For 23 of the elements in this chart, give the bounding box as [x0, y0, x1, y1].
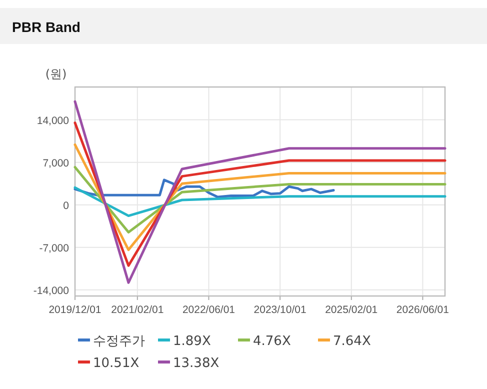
- x-tick-label: 2022/06/01: [182, 304, 236, 316]
- legend-label: 10.51X: [93, 356, 140, 371]
- x-tick-label: 2023/10/01: [254, 304, 306, 316]
- legend-label: 4.76X: [253, 334, 291, 349]
- line-series: [74, 143, 446, 252]
- legend-label: 1.89X: [173, 334, 211, 349]
- legend-label: 수정주가: [93, 334, 145, 349]
- line-series: [74, 100, 446, 284]
- y-tick-label: 7,000: [42, 157, 70, 170]
- x-tick-label: 2026/06/01: [396, 304, 450, 316]
- x-tick-label: 2019/12/01: [48, 304, 102, 316]
- y-tick-label: -7,000: [39, 242, 70, 254]
- line-series: [74, 186, 446, 218]
- legend-label: 7.64X: [333, 334, 371, 349]
- y-axis-title: (원): [45, 67, 67, 81]
- x-tick-label: 2025/02/01: [325, 304, 378, 316]
- line-series: [74, 166, 446, 234]
- legend-label: 13.38X: [173, 356, 220, 371]
- y-tick-label: 14,000: [36, 114, 70, 127]
- y-tick-label: -14,000: [33, 284, 70, 297]
- y-tick-label: 0: [63, 200, 70, 212]
- x-tick-label: 2021/02/01: [111, 304, 164, 316]
- chart-title: PBR Band: [12, 19, 80, 35]
